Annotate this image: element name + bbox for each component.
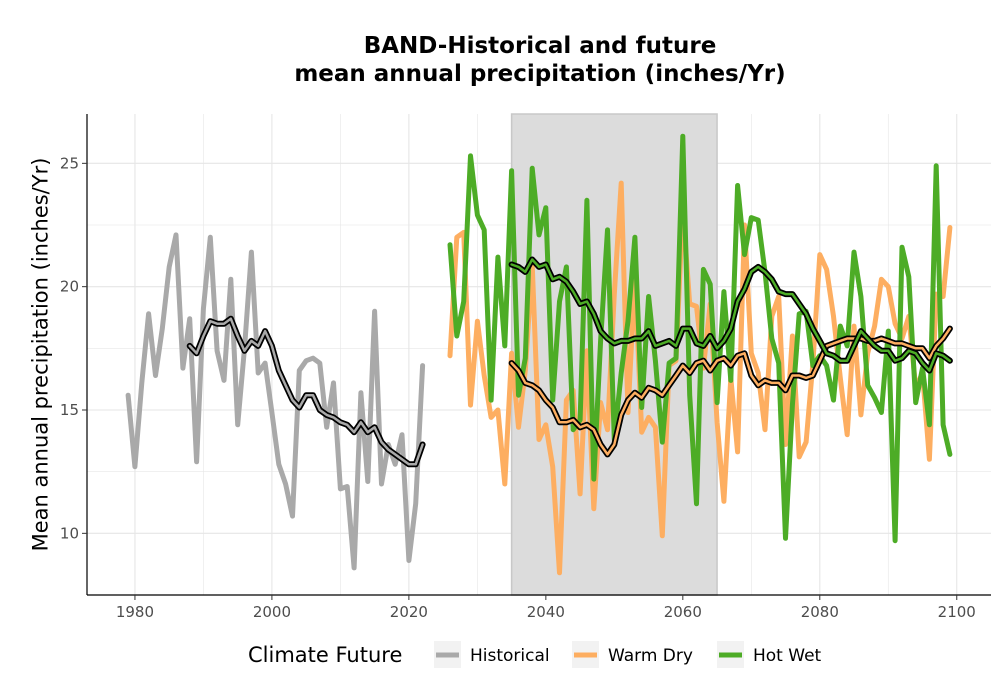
legend: Climate Future Historical Warm Dry Hot Wet xyxy=(248,641,822,668)
x-tick-label: 1980 xyxy=(116,603,154,621)
y-tick-label: 15 xyxy=(60,401,79,419)
series-line-historical xyxy=(125,232,426,571)
legend-label-historical: Historical xyxy=(470,646,550,666)
series-line-hot-wet xyxy=(447,133,953,544)
legend-label-hot-wet: Hot Wet xyxy=(753,646,822,666)
y-tick-label: 10 xyxy=(60,524,79,542)
series-layer xyxy=(125,133,953,576)
x-tick-label: 2040 xyxy=(527,603,565,621)
y-tick-label: 25 xyxy=(60,154,79,172)
chart-title-line1: BAND-Historical and future xyxy=(364,33,717,59)
x-tick-label: 2080 xyxy=(801,603,839,621)
smooth-line-historical xyxy=(188,317,424,466)
axes: 1980 2000 2020 2040 2060 2080 2100 10 15 20 25 xyxy=(60,114,991,621)
x-tick-label: 2000 xyxy=(253,603,291,621)
smooth-line-hot-wet xyxy=(510,258,952,372)
y-tick-label: 20 xyxy=(60,278,79,296)
x-tick-label: 2020 xyxy=(390,603,428,621)
legend-label-warm-dry: Warm Dry xyxy=(608,646,693,666)
chart-title-line2: mean annual precipitation (inches/Yr) xyxy=(294,61,785,87)
y-axis-title: Mean annual precipitation (inches/Yr) xyxy=(28,158,52,552)
legend-title: Climate Future xyxy=(248,643,402,667)
x-tick-label: 2100 xyxy=(938,603,976,621)
smooth-line-warm-dry xyxy=(510,327,952,456)
x-tick-label: 2060 xyxy=(664,603,702,621)
